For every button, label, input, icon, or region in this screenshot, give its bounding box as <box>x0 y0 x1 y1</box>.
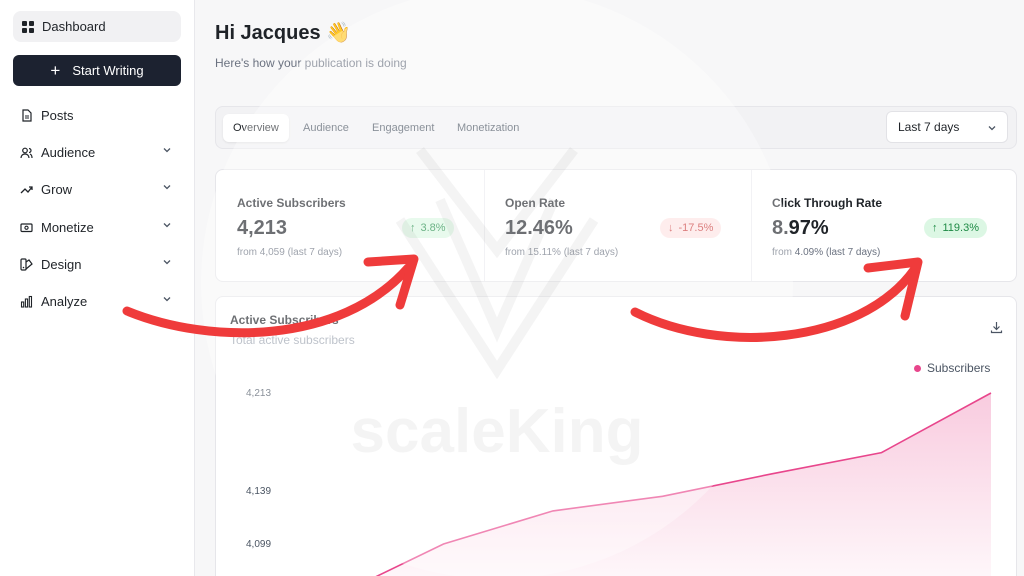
sidebar-item-design[interactable]: Design <box>20 253 178 275</box>
start-writing-label: Start Writing <box>72 63 144 78</box>
sidebar-item-label: Posts <box>41 107 74 123</box>
plus-icon: + <box>50 61 61 80</box>
palette-icon <box>20 257 33 271</box>
grid-icon <box>22 20 34 33</box>
tab-audience[interactable]: Audience <box>303 122 349 134</box>
stat-sub-open-rate: from 15.11% (last 7 days) <box>505 247 619 258</box>
chevron-down-icon <box>163 148 171 153</box>
page-title: Hi Jacques 👋 <box>215 22 352 44</box>
stat-label-active-subscribers: Active Subscribers <box>237 196 346 210</box>
sidebar-item-dashboard[interactable]: Dashboard <box>13 11 181 42</box>
stat-label-open-rate: Open Rate <box>505 196 566 210</box>
legend-dot <box>914 364 921 372</box>
stat-label-click-through-rate: Click Through Rate <box>772 196 883 210</box>
money-icon <box>20 222 33 232</box>
arrow-up-icon: ↑ <box>410 222 416 234</box>
tab-monetization[interactable]: Monetization <box>457 122 520 134</box>
sidebar-item-label: Dashboard <box>42 19 106 34</box>
divider <box>484 170 485 281</box>
date-range-select[interactable]: Last 7 days <box>886 111 1008 143</box>
document-icon <box>22 108 32 122</box>
chart-legend: Subscribers <box>914 361 990 375</box>
page-subtitle: Here's how your publication is doing <box>215 56 407 70</box>
chevron-down-icon <box>163 297 171 302</box>
tab-engagement[interactable]: Engagement <box>372 122 435 134</box>
stats-panel: Active Subscribers 4,213 from 4,059 (las… <box>215 169 1017 282</box>
stat-sub-active-subscribers: from 4,059 (last 7 days) <box>237 247 343 258</box>
tab-overview[interactable]: Overview <box>223 114 289 142</box>
chart-card: Active Subscribers Total active subscrib… <box>215 296 1017 576</box>
y-tick-label: 4,139 <box>246 486 272 497</box>
arrow-up-icon: ↑ <box>932 222 938 234</box>
stat-value-click-through-rate: 8.97% <box>772 217 829 239</box>
badge-value: 3.8% <box>420 222 446 234</box>
trend-up-icon <box>20 185 33 193</box>
chevron-down-icon <box>163 185 171 190</box>
sidebar-item-audience[interactable]: Audience <box>20 141 178 163</box>
download-icon[interactable] <box>990 321 1003 334</box>
y-tick-label: 4,099 <box>246 539 272 550</box>
divider <box>751 170 752 281</box>
sidebar-item-label: Grow <box>41 181 73 197</box>
sidebar-item-label: Analyze <box>41 293 88 309</box>
status-badge: ↑ 119.3% <box>924 218 987 238</box>
bar-chart-icon <box>20 295 33 308</box>
status-badge: ↑ 3.8% <box>402 218 454 238</box>
chevron-down-icon <box>163 260 171 265</box>
badge-value: 119.3% <box>942 222 980 234</box>
sidebar: Dashboard + Start Writing Posts Audience… <box>0 0 195 576</box>
y-tick-label: 4,213 <box>246 388 272 399</box>
sidebar-item-posts[interactable]: Posts <box>20 104 178 126</box>
stat-value-open-rate: 12.46% <box>505 217 573 239</box>
users-icon <box>20 147 33 158</box>
sidebar-item-analyze[interactable]: Analyze <box>20 290 178 312</box>
sidebar-item-label: Audience <box>41 144 96 160</box>
date-range-value: Last 7 days <box>898 120 960 134</box>
start-writing-button[interactable]: + Start Writing <box>13 55 181 86</box>
series-line-subscribers <box>375 392 992 576</box>
sidebar-item-label: Design <box>41 256 82 272</box>
tab-bar: Overview Audience Engagement Monetizatio… <box>215 106 1017 149</box>
chevron-down-icon <box>988 126 996 131</box>
chevron-down-icon <box>163 223 171 228</box>
badge-value: -17.5% <box>678 222 714 234</box>
series-area <box>377 393 991 576</box>
sidebar-item-label: Monetize <box>41 219 94 235</box>
stat-sub-click-through-rate: from 4.09% (last 7 days) <box>772 247 881 258</box>
subscribers-chart <box>375 392 992 576</box>
status-badge: ↓ -17.5% <box>660 218 722 238</box>
arrow-down-icon: ↓ <box>668 222 674 234</box>
sidebar-item-monetize[interactable]: Monetize <box>20 216 178 238</box>
sidebar-item-grow[interactable]: Grow <box>20 178 178 200</box>
stat-value-active-subscribers: 4,213 <box>237 217 288 239</box>
legend-label: Subscribers <box>927 361 991 375</box>
